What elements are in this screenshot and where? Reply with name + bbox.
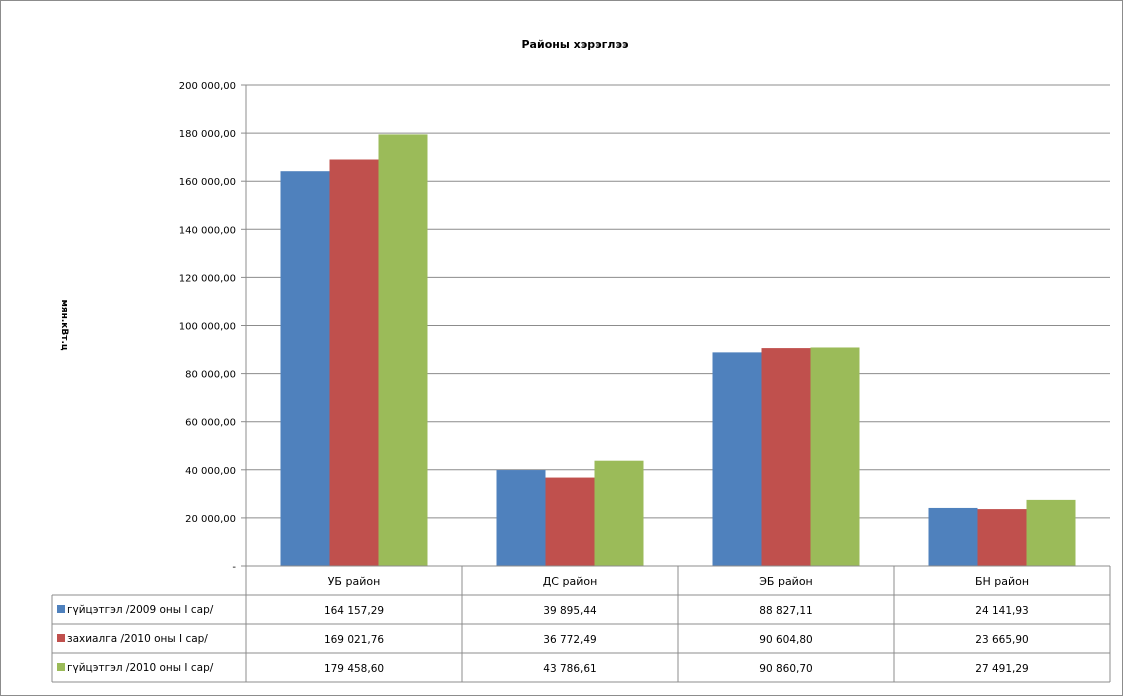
series-name: гүйцэтгэл /2009 оны I сар/ bbox=[67, 604, 214, 616]
data-label: 43 786,61 bbox=[543, 663, 596, 675]
bar bbox=[378, 134, 428, 566]
chart-title: Районы хэрэглээ bbox=[522, 38, 629, 51]
y-tick-label: 180 000,00 bbox=[179, 129, 236, 140]
series-name: захиалга /2010 оны I сар/ bbox=[67, 633, 208, 645]
y-axis-ticks: - 20 000,00 40 000,00 60 000,00 80 000,00 100… bbox=[179, 81, 237, 573]
category-label: УБ район bbox=[328, 575, 381, 588]
data-label: 23 665,90 bbox=[975, 634, 1028, 646]
legend-swatch bbox=[57, 634, 65, 642]
y-tick-label: 60 000,00 bbox=[185, 418, 236, 429]
y-tick-label: - bbox=[232, 562, 236, 573]
data-label: 90 860,70 bbox=[759, 663, 812, 675]
bar bbox=[594, 460, 644, 566]
y-tick-label: 200 000,00 bbox=[179, 81, 236, 92]
data-label: 169 021,76 bbox=[324, 634, 384, 646]
data-label: 179 458,60 bbox=[324, 663, 384, 675]
legend-swatch bbox=[57, 605, 65, 613]
data-label: 27 491,29 bbox=[975, 663, 1028, 675]
bar bbox=[928, 507, 978, 566]
data-label: 164 157,29 bbox=[324, 605, 384, 617]
data-table: УБ район ДС район ЭБ район БН район гүйцэтгэ… bbox=[51, 565, 1111, 683]
y-axis-label: мян.кВт.ц bbox=[59, 299, 69, 350]
data-label: 90 604,80 bbox=[759, 634, 812, 646]
bar bbox=[977, 509, 1027, 566]
data-label: 39 895,44 bbox=[543, 605, 597, 617]
bar bbox=[280, 171, 330, 566]
bar bbox=[810, 347, 860, 566]
y-tick-label: 160 000,00 bbox=[179, 177, 236, 188]
series-name: гүйцэтгэл /2010 оны I сар/ bbox=[67, 662, 214, 674]
bar bbox=[1026, 499, 1076, 566]
data-label: 24 141,93 bbox=[975, 605, 1028, 617]
category-label: ЭБ район bbox=[759, 575, 813, 588]
y-tick-label: 80 000,00 bbox=[185, 370, 236, 381]
bar bbox=[496, 470, 546, 566]
y-tick-label: 140 000,00 bbox=[179, 225, 236, 236]
data-label: 36 772,49 bbox=[543, 634, 596, 646]
category-label: ДС район bbox=[543, 575, 598, 588]
y-tick-label: 40 000,00 bbox=[185, 466, 236, 477]
y-tick-label: 120 000,00 bbox=[179, 273, 236, 284]
bar bbox=[761, 348, 811, 566]
y-tick-label: 20 000,00 bbox=[185, 514, 236, 525]
bars bbox=[280, 134, 1076, 566]
category-label: БН район bbox=[975, 575, 1029, 588]
bar bbox=[545, 477, 595, 566]
y-tick-label: 100 000,00 bbox=[179, 322, 236, 333]
data-label: 88 827,11 bbox=[759, 605, 812, 617]
bar bbox=[329, 159, 379, 566]
bar bbox=[712, 352, 762, 566]
legend-swatch bbox=[57, 663, 65, 671]
